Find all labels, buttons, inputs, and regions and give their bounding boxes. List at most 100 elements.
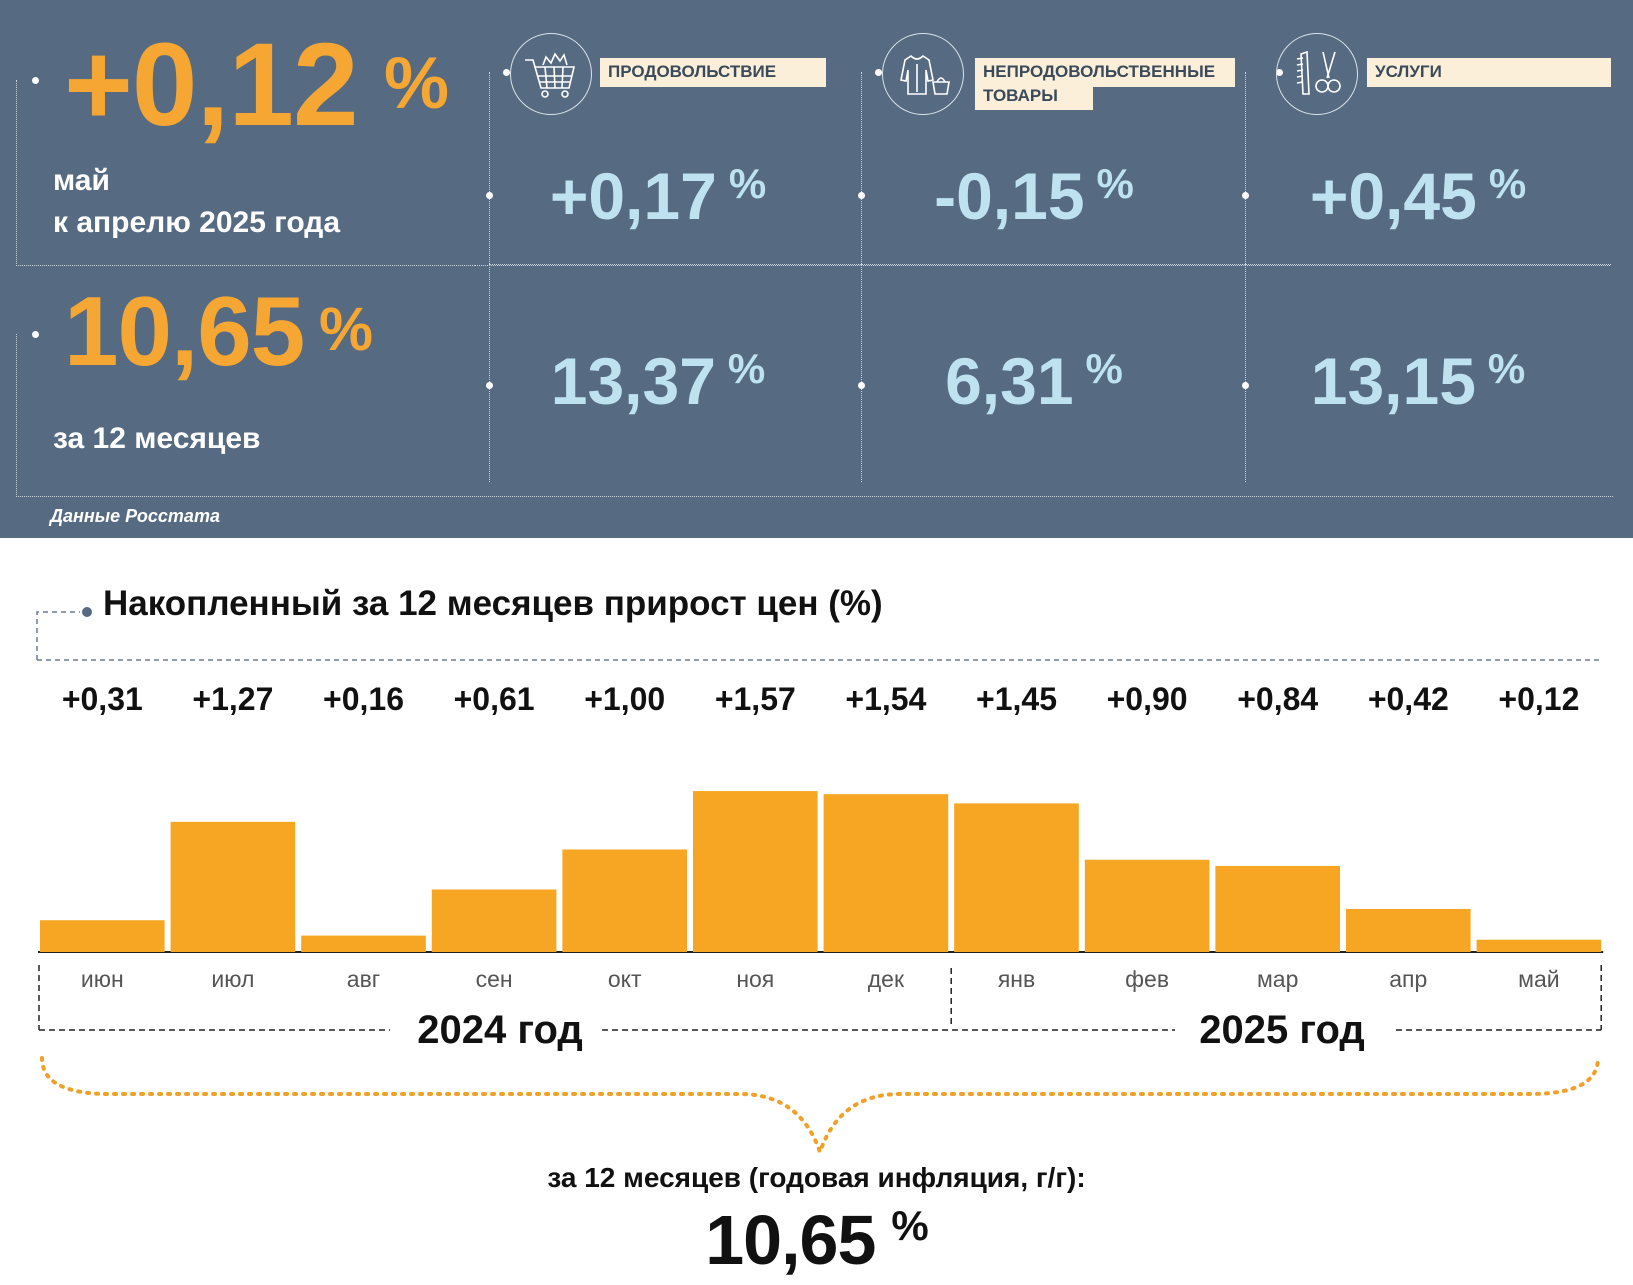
category-label-nonfood-line2: ТОВАРЫ (975, 82, 1093, 110)
bar-янв (954, 803, 1079, 952)
services-monthly-number: +0,45 (1309, 159, 1477, 233)
summary-panel: +0,12 % май к апрелю 2025 года 10,65 % з… (0, 0, 1633, 538)
services-monthly-value: +0,45% (1238, 158, 1598, 234)
nonfood-monthly-number: -0,15 (934, 159, 1085, 233)
annual-change-number: 10,65 (64, 276, 305, 386)
month-label-мар: мар (1257, 966, 1298, 992)
bullet-dot (858, 192, 865, 199)
month-label-янв: янв (998, 966, 1035, 992)
value-label-мар: +0,84 (1237, 681, 1318, 717)
shopping-cart-icon (510, 33, 592, 115)
value-labels: +0,31 +1,27 +0,16 +0,61 +1,00 +1,57 +1,54 +1,45… (62, 681, 1580, 717)
percent-sign: % (891, 1202, 928, 1249)
chart-title: Накопленный за 12 месяцев прирост цен (%… (103, 584, 883, 623)
percent-sign: % (384, 42, 449, 124)
month-label-апр: апр (1389, 966, 1427, 992)
month-label-сен: сен (476, 966, 513, 992)
bar-июн (40, 920, 165, 952)
percent-sign: % (727, 345, 766, 392)
bullet-dot (32, 77, 39, 84)
title-bullet (82, 607, 92, 617)
bars (40, 791, 1602, 952)
value-label-янв: +1,45 (976, 681, 1057, 717)
value-label-дек: +1,54 (845, 681, 926, 717)
data-source: Данные Росстата (50, 506, 220, 526)
column-divider (861, 72, 862, 482)
monthly-change-value: +0,12 % (64, 26, 449, 144)
month-label-дек: дек (868, 966, 905, 992)
year-label-1: 2024 год (417, 1008, 583, 1052)
food-annual-number: 13,37 (550, 344, 716, 418)
bullet-dot (875, 69, 882, 76)
annual-inflation-caption: за 12 месяцев (годовая инфляция, г/г): (547, 1162, 1086, 1193)
percent-sign: % (728, 160, 767, 207)
value-label-июл: +1,27 (192, 681, 273, 717)
food-annual-value: 13,37% (478, 343, 838, 419)
monthly-change-comparison: к апрелю 2025 года (53, 206, 341, 239)
column-divider (1245, 72, 1246, 482)
month-label-авг: авг (347, 966, 380, 992)
category-label-nonfood: НЕПРОДОВОЛЬСТВЕННЫЕ (975, 58, 1235, 87)
row-divider (1245, 264, 1611, 265)
percent-sign: % (1487, 345, 1526, 392)
percent-sign: % (319, 295, 373, 363)
value-label-сен: +0,61 (454, 681, 535, 717)
monthly-frame (16, 80, 475, 266)
value-label-фев: +0,90 (1107, 681, 1188, 717)
category-label-services: УСЛУГИ (1367, 58, 1611, 87)
column-divider (489, 72, 490, 482)
bullet-dot (1242, 382, 1249, 389)
bar-май (1476, 939, 1602, 952)
bar-авг (301, 935, 426, 952)
monthly-change-month: май (53, 164, 110, 197)
clothing-bag-icon (882, 33, 964, 115)
chart-decor (36, 607, 1604, 1159)
value-label-авг: +0,16 (323, 681, 404, 717)
row-divider (474, 265, 1610, 266)
row-divider (489, 264, 861, 265)
value-label-июн: +0,31 (62, 681, 143, 717)
annual-frame (16, 334, 1613, 497)
bracket-brace (40, 1056, 1600, 1159)
category-label-nonfood-line2-text: ТОВАРЫ (983, 86, 1058, 105)
bullet-dot (32, 331, 39, 338)
value-label-май: +0,12 (1498, 681, 1579, 717)
row-divider (861, 264, 1245, 265)
month-label-июн: июн (81, 966, 124, 992)
percent-sign: % (1488, 160, 1527, 207)
monthly-change-number: +0,12 (64, 19, 359, 151)
year-labels: 2024 год 2025 год (417, 1008, 1365, 1052)
nonfood-annual-number: 6,31 (945, 344, 1074, 418)
monthly-inflation-chart: +0,31 +1,27 +0,16 +0,61 +1,00 +1,57 +1,54 +1,45… (36, 607, 1604, 1159)
bar-окт (562, 849, 687, 952)
bar-июл (170, 821, 296, 952)
bar-апр (1346, 908, 1471, 952)
services-annual-value: 13,15% (1238, 343, 1598, 419)
bar-фев (1084, 859, 1210, 952)
comb-scissors-icon (1276, 33, 1358, 115)
annual-inflation-number: 10,65 (705, 1201, 876, 1279)
bullet-dot (486, 192, 493, 199)
bullet-dot (858, 382, 865, 389)
month-label-ноя: ноя (736, 966, 774, 992)
annual-inflation-value: 10,65% (0, 1200, 1633, 1280)
title-bracket (36, 611, 80, 660)
annual-change-label: за 12 месяцев (53, 422, 261, 455)
bullet-dot (1242, 192, 1249, 199)
bullet-dot (486, 382, 493, 389)
percent-sign: % (1096, 160, 1134, 207)
month-label-июл: июл (211, 966, 254, 992)
food-monthly-value: +0,17% (478, 158, 838, 234)
bar-дек (823, 794, 949, 952)
bullet-dot (503, 69, 510, 76)
percent-sign: % (1085, 345, 1123, 392)
services-annual-number: 13,15 (1310, 344, 1476, 418)
month-label-окт: окт (608, 966, 642, 992)
nonfood-annual-value: 6,31% (854, 343, 1214, 419)
value-label-апр: +0,42 (1368, 681, 1449, 717)
bar-сен (431, 889, 557, 952)
bar-ноя (693, 791, 818, 952)
food-monthly-number: +0,17 (549, 159, 717, 233)
month-label-фев: фев (1125, 966, 1169, 992)
annual-change-value: 10,65 % (64, 282, 373, 380)
